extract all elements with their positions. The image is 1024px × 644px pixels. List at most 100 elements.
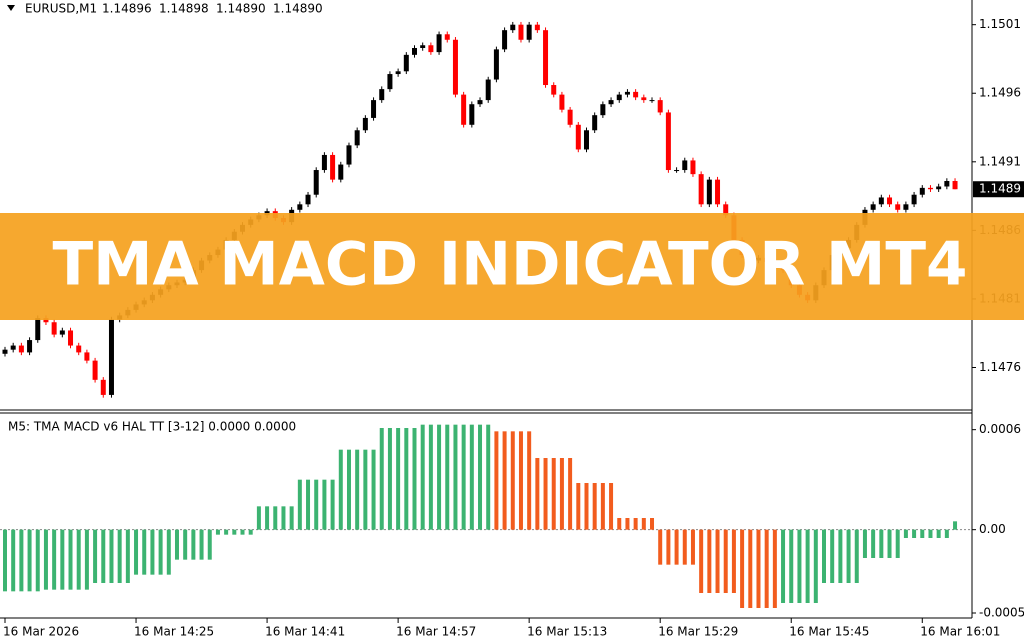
histogram-bar xyxy=(600,483,605,530)
histogram-bar xyxy=(43,529,48,590)
histogram-bar xyxy=(887,529,892,558)
candle-body xyxy=(452,39,458,95)
candle-body xyxy=(526,24,532,40)
histogram-bar xyxy=(797,529,802,603)
histogram-bar xyxy=(756,529,761,608)
histogram-bar xyxy=(68,529,73,590)
histogram-bar xyxy=(748,529,753,608)
candle-body xyxy=(927,187,933,190)
candle-body xyxy=(895,204,901,210)
candle-body xyxy=(674,170,680,172)
candle-body xyxy=(35,318,41,341)
candle-body xyxy=(10,345,16,350)
candle-body xyxy=(362,117,368,131)
candle-body xyxy=(420,45,426,48)
histogram-bar xyxy=(928,529,933,538)
candle-body xyxy=(502,30,508,50)
histogram-bar xyxy=(232,529,237,535)
candle-body xyxy=(18,345,24,353)
histogram-bar xyxy=(478,424,483,530)
y-tick-label: 0.0006 xyxy=(979,422,1021,436)
histogram-bar xyxy=(142,529,147,575)
symbol-title: EURUSD,M1 xyxy=(25,2,97,16)
x-tick-label: 16 Mar 14:41 xyxy=(265,625,345,639)
histogram-bar xyxy=(944,529,949,538)
candle-body xyxy=(887,197,893,205)
histogram-bar xyxy=(699,529,704,593)
histogram-bar xyxy=(584,483,589,530)
histogram-bar xyxy=(617,518,622,530)
current-price-box xyxy=(973,181,1024,198)
candle-body xyxy=(27,340,33,353)
x-tick-label: 16 Mar 15:13 xyxy=(527,625,607,639)
histogram-bar xyxy=(346,449,351,530)
histogram-bar xyxy=(248,529,253,535)
histogram-bar xyxy=(822,529,826,583)
histogram-bar xyxy=(535,458,540,530)
candle-body xyxy=(600,104,606,116)
candle-body xyxy=(682,160,688,171)
banner-group: TMA MACD INDICATOR MT4 xyxy=(0,213,1024,320)
histogram-bar xyxy=(379,428,384,530)
histogram-bar xyxy=(731,529,736,593)
histogram-bar xyxy=(494,431,499,530)
menu-triangle[interactable] xyxy=(7,5,15,11)
histogram-bar xyxy=(109,529,114,583)
candle-body xyxy=(100,379,106,395)
histogram-bar xyxy=(469,424,474,530)
candle-body xyxy=(903,204,909,210)
candle-body xyxy=(567,109,573,125)
histogram-bar xyxy=(838,529,843,583)
x-tick-label: 16 Mar 2026 xyxy=(3,625,79,639)
candle-body xyxy=(715,179,721,205)
histogram-bar xyxy=(428,424,433,530)
histogram-bar xyxy=(486,424,491,530)
histogram-bar xyxy=(420,424,425,530)
histogram-bar xyxy=(256,506,261,530)
candle-body xyxy=(665,112,671,171)
histogram-bar xyxy=(641,518,646,530)
candle-body xyxy=(395,71,401,75)
candle-body xyxy=(624,91,630,95)
header-value: 1.14898 xyxy=(159,2,209,16)
histogram-bar xyxy=(772,529,777,608)
candle-body xyxy=(911,194,917,205)
histogram-bar xyxy=(19,529,24,592)
candle-body xyxy=(379,89,385,101)
x-tick-label: 16 Mar 16:01 xyxy=(920,625,1000,639)
candle-body xyxy=(297,204,303,210)
candle-body xyxy=(633,91,639,98)
candle-body xyxy=(338,164,344,180)
histogram-bar xyxy=(789,529,794,603)
histogram-bar xyxy=(158,529,163,575)
y-tick-label: 1.1491 xyxy=(979,154,1021,168)
y-tick-label: -0.0005 xyxy=(979,606,1024,620)
histogram-bar xyxy=(338,449,343,530)
histogram-bar xyxy=(437,424,442,530)
y-tick-label: 1.1496 xyxy=(979,86,1021,100)
histogram-bar xyxy=(117,529,122,583)
histogram-bar xyxy=(11,529,16,592)
histogram-bar xyxy=(813,529,818,603)
histogram-bar xyxy=(461,424,466,530)
banner xyxy=(0,213,1024,320)
histogram-bar xyxy=(707,529,712,593)
histogram-bar xyxy=(862,529,867,558)
candle-body xyxy=(305,194,311,205)
candle-body xyxy=(354,130,360,146)
histogram-bar xyxy=(854,529,859,583)
x-tick-label: 16 Mar 15:29 xyxy=(658,625,738,639)
histogram-bar xyxy=(265,506,270,530)
histogram-bar xyxy=(150,529,155,575)
histogram-bar xyxy=(592,483,597,530)
candle-body xyxy=(698,174,704,205)
histogram-bar xyxy=(715,529,720,593)
histogram-bar xyxy=(363,449,368,530)
histogram-bar xyxy=(306,479,311,530)
histogram-bar xyxy=(871,529,876,558)
candle-body xyxy=(412,47,417,55)
candle-body xyxy=(68,330,74,346)
header-value: 1.14890 xyxy=(273,2,323,16)
histogram-bar xyxy=(35,529,40,592)
